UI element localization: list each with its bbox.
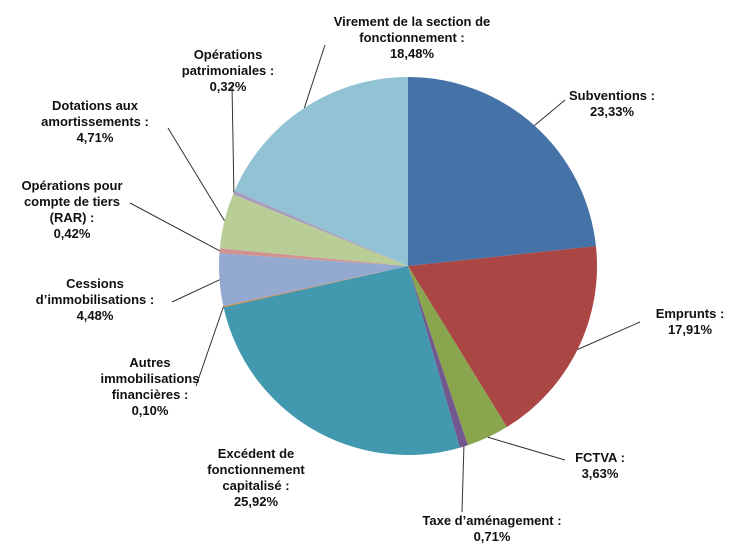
label-value: 0,42% <box>53 226 91 241</box>
label-name: Virement de la section de fonctionnement… <box>333 14 491 45</box>
slice-label: Excédent de fonctionnement capitalisé :2… <box>196 446 316 510</box>
label-value: 4,71% <box>76 130 114 145</box>
label-name: Autres immobilisations financières : <box>100 355 200 402</box>
pie-slice <box>219 248 408 266</box>
leader-line <box>534 99 566 126</box>
leader-line <box>195 306 224 387</box>
label-value: 0,71% <box>473 529 511 544</box>
label-value: 17,91% <box>667 322 713 337</box>
label-value: 23,33% <box>589 104 635 119</box>
leader-line <box>461 446 465 513</box>
slice-label: FCTVA :3,63% <box>560 450 640 482</box>
leader-line <box>577 321 641 350</box>
pie-slice <box>233 190 408 266</box>
slice-label: Opérations pour compte de tiers (RAR) :0… <box>7 178 137 242</box>
label-name: Opérations pour compte de tiers (RAR) : <box>21 178 123 225</box>
pie-slice <box>408 246 597 428</box>
pie-slice <box>408 77 596 266</box>
label-value: 25,92% <box>233 494 279 509</box>
leader-line <box>231 84 235 193</box>
slice-label: Subventions :23,33% <box>552 88 672 120</box>
pie-slice <box>219 194 408 266</box>
slice-label: Taxe d’aménagement :0,71% <box>402 513 582 544</box>
label-name: Excédent de fonctionnement capitalisé : <box>207 446 305 493</box>
pie-slice <box>408 266 468 448</box>
pie-slice <box>223 266 460 455</box>
label-name: Taxe d’aménagement : <box>422 513 562 528</box>
pie-slice <box>218 253 408 307</box>
label-value: 0,10% <box>131 403 169 418</box>
slice-label: Virement de la section de fonctionnement… <box>322 14 502 62</box>
leader-line <box>167 127 225 222</box>
label-name: Dotations aux amortissements : <box>41 98 149 129</box>
label-value: 4,48% <box>76 308 114 323</box>
leader-line <box>129 202 220 252</box>
label-name: Emprunts : <box>655 306 725 321</box>
label-value: 0,32% <box>209 79 247 94</box>
label-name: Subventions : <box>569 88 655 103</box>
leader-line <box>487 436 566 461</box>
leader-line <box>171 279 220 303</box>
slice-label: Autres immobilisations financières :0,10… <box>95 355 205 419</box>
label-name: Opérations patrimoniales : <box>181 47 275 78</box>
leader-line <box>303 44 326 109</box>
label-value: 3,63% <box>581 466 619 481</box>
slice-label: Emprunts :17,91% <box>640 306 732 338</box>
slice-label: Dotations aux amortissements :4,71% <box>25 98 165 146</box>
label-value: 18,48% <box>389 46 435 61</box>
pie-slice <box>408 266 507 446</box>
slice-label: Opérations patrimoniales :0,32% <box>168 47 288 95</box>
label-name: FCTVA : <box>575 450 625 465</box>
label-name: Cessions d’immobilisations : <box>35 276 155 307</box>
pie-slice <box>234 77 408 266</box>
slice-label: Cessions d’immobilisations :4,48% <box>20 276 170 324</box>
pie-slice <box>223 266 408 308</box>
